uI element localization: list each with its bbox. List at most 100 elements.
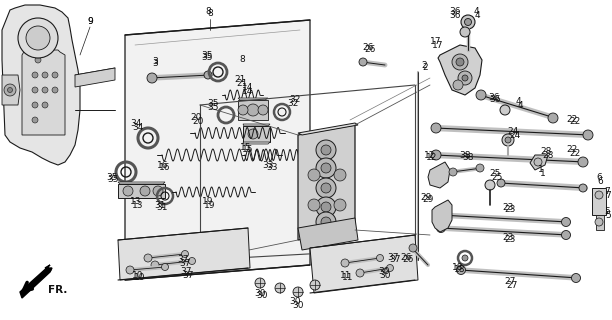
Circle shape [497,179,505,187]
Circle shape [275,283,285,293]
Text: 23: 23 [502,203,513,212]
Text: 36: 36 [449,11,461,20]
Circle shape [457,266,466,275]
Circle shape [436,211,446,220]
Circle shape [258,105,268,115]
Circle shape [578,157,588,167]
Text: 9: 9 [87,17,93,26]
Polygon shape [2,5,80,165]
Circle shape [7,87,12,92]
Polygon shape [118,184,165,198]
Circle shape [52,87,58,93]
Circle shape [308,169,320,181]
Circle shape [476,164,484,172]
Text: 26: 26 [402,255,414,265]
Polygon shape [530,155,548,170]
Text: 37: 37 [387,252,399,261]
Text: 31: 31 [156,204,168,212]
Text: 18: 18 [452,262,464,271]
Text: 25: 25 [491,172,502,181]
Text: 27: 27 [506,281,518,290]
Text: 36: 36 [488,92,500,101]
Text: 21: 21 [234,76,245,84]
Text: 21: 21 [236,78,248,87]
Circle shape [561,230,570,239]
Polygon shape [75,68,115,87]
Circle shape [42,87,48,93]
Circle shape [321,163,331,173]
Text: 12: 12 [427,154,438,163]
Circle shape [308,199,320,211]
Circle shape [341,259,349,267]
Text: 37: 37 [181,268,192,276]
Text: 15: 15 [242,146,254,155]
Circle shape [151,261,159,269]
Text: 23: 23 [502,233,513,242]
Text: 37: 37 [389,255,401,265]
Polygon shape [243,124,270,126]
Polygon shape [298,218,358,250]
Text: 16: 16 [157,161,169,170]
Circle shape [449,168,457,176]
Circle shape [461,15,475,29]
Circle shape [456,58,464,66]
Circle shape [462,255,468,261]
Text: 13: 13 [130,197,142,206]
Text: 33: 33 [266,164,278,172]
Text: 26: 26 [362,43,374,52]
Text: 3: 3 [152,59,158,68]
Circle shape [409,244,417,252]
Polygon shape [238,98,268,100]
Circle shape [238,105,248,115]
Text: 13: 13 [132,201,144,210]
Circle shape [153,186,163,196]
Circle shape [126,266,134,274]
Circle shape [548,113,558,123]
Circle shape [310,280,320,290]
Text: 1: 1 [538,165,544,174]
Polygon shape [243,126,270,142]
Text: 26: 26 [400,252,412,261]
Circle shape [502,134,514,146]
Circle shape [356,269,364,277]
Circle shape [583,130,593,140]
Polygon shape [596,215,604,230]
Text: 1: 1 [540,169,546,178]
Circle shape [460,27,470,37]
Circle shape [453,80,463,90]
Text: 4: 4 [517,100,523,109]
Polygon shape [298,125,355,240]
Text: 31: 31 [154,201,166,210]
Text: 35: 35 [207,102,218,111]
Text: 38: 38 [462,154,474,163]
Circle shape [316,197,336,217]
Text: 2: 2 [421,60,427,69]
Text: 28: 28 [542,150,554,159]
Text: 18: 18 [454,266,466,275]
Text: 10: 10 [132,270,144,279]
Text: 20: 20 [190,114,202,123]
Text: 5: 5 [604,207,610,217]
Text: 8: 8 [205,7,211,17]
Text: 28: 28 [540,148,551,156]
Polygon shape [20,265,52,298]
Text: 27: 27 [504,277,516,286]
Text: 36: 36 [449,7,461,17]
Text: 10: 10 [134,274,146,283]
Text: 15: 15 [241,142,252,151]
Polygon shape [238,100,268,120]
Circle shape [462,75,468,81]
Text: 4: 4 [473,7,479,17]
Circle shape [162,263,168,270]
Polygon shape [310,235,418,293]
Circle shape [52,72,58,78]
Text: 33: 33 [263,161,274,170]
Circle shape [485,180,495,190]
Circle shape [247,104,259,116]
Circle shape [359,58,367,66]
Text: 30: 30 [256,292,268,300]
Text: 22: 22 [566,146,578,155]
Circle shape [505,137,511,143]
Circle shape [476,90,486,100]
Circle shape [334,199,346,211]
